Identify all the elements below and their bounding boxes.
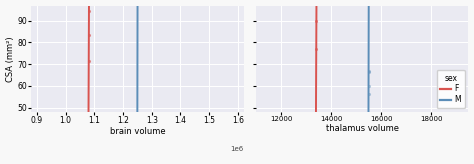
Point xyxy=(312,125,319,127)
Y-axis label: CSA (mm²): CSA (mm²) xyxy=(6,36,15,82)
Legend: F, M: F, M xyxy=(437,70,465,108)
Point xyxy=(365,84,372,87)
Point xyxy=(365,92,373,95)
Point xyxy=(312,48,320,51)
Point xyxy=(85,34,92,37)
Point xyxy=(312,125,320,127)
Point xyxy=(365,71,373,73)
Point xyxy=(365,70,373,72)
Point xyxy=(313,19,320,22)
Text: 1e6: 1e6 xyxy=(230,146,244,152)
Point xyxy=(84,154,92,157)
Point xyxy=(85,10,93,13)
X-axis label: brain volume: brain volume xyxy=(109,127,165,136)
Point xyxy=(85,59,92,62)
X-axis label: thalamus volume: thalamus volume xyxy=(326,124,399,133)
